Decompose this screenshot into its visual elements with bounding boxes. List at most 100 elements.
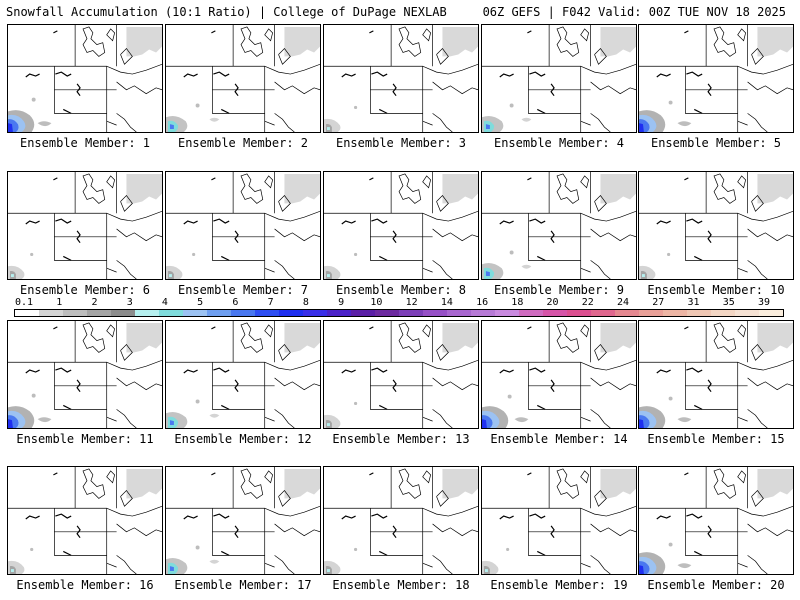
ensemble-member-map-17 — [165, 466, 321, 575]
ensemble-member-map-14 — [481, 320, 637, 429]
ensemble-member-label: Ensemble Member: 20 — [647, 578, 785, 592]
map-graphic — [324, 321, 478, 428]
ensemble-member-label: Ensemble Member: 18 — [332, 578, 470, 592]
scale-swatch — [543, 310, 567, 316]
scale-swatch — [639, 310, 663, 316]
scale-tick-label: 24 — [617, 297, 630, 308]
ensemble-member-label: Ensemble Member: 11 — [16, 432, 154, 446]
scale-swatch — [351, 310, 375, 316]
ensemble-member-label: Ensemble Member: 9 — [493, 283, 625, 297]
model-run-info: 06Z GEFS | F042 Valid: 00Z TUE NOV 18 20… — [482, 5, 786, 19]
scale-swatch — [687, 310, 711, 316]
map-graphic — [166, 25, 320, 132]
scale-swatch — [519, 310, 543, 316]
map-graphic — [639, 25, 793, 132]
scale-tick-label: 1 — [56, 297, 63, 308]
scale-swatch — [591, 310, 615, 316]
scale-tick-label: 4 — [161, 297, 168, 308]
map-graphic — [166, 467, 320, 574]
ensemble-member-label: Ensemble Member: 2 — [177, 136, 309, 150]
scale-tick-label: 27 — [652, 297, 665, 308]
map-graphic — [639, 172, 793, 279]
map-graphic — [324, 25, 478, 132]
scale-tick-label: 20 — [546, 297, 559, 308]
ensemble-member-map-13 — [323, 320, 479, 429]
map-graphic — [8, 172, 162, 279]
scale-tick-label: 10 — [370, 297, 383, 308]
ensemble-member-map-19 — [481, 466, 637, 575]
scale-tick-label: 22 — [581, 297, 594, 308]
scale-swatch — [303, 310, 327, 316]
ensemble-member-label: Ensemble Member: 17 — [174, 578, 312, 592]
scale-swatch — [207, 310, 231, 316]
scale-swatch — [447, 310, 471, 316]
ensemble-member-map-9 — [481, 171, 637, 280]
scale-swatch — [87, 310, 111, 316]
map-graphic — [482, 321, 636, 428]
ensemble-member-map-8 — [323, 171, 479, 280]
ensemble-member-map-18 — [323, 466, 479, 575]
ensemble-member-label: Ensemble Member: 3 — [335, 136, 467, 150]
scale-tick-label: 7 — [267, 297, 274, 308]
ensemble-member-map-3 — [323, 24, 479, 133]
scale-tick-label: 8 — [302, 297, 309, 308]
ensemble-member-label: Ensemble Member: 1 — [19, 136, 151, 150]
scale-swatch — [759, 310, 783, 316]
scale-swatch — [255, 310, 279, 316]
map-graphic — [8, 467, 162, 574]
map-graphic — [324, 467, 478, 574]
scale-swatch — [423, 310, 447, 316]
scale-swatch — [327, 310, 351, 316]
scale-swatch — [231, 310, 255, 316]
ensemble-member-label: Ensemble Member: 8 — [335, 283, 467, 297]
scale-swatch — [615, 310, 639, 316]
ensemble-member-map-6 — [7, 171, 163, 280]
color-scale-bar — [14, 309, 784, 317]
scale-tick-label: 9 — [338, 297, 345, 308]
map-graphic — [324, 172, 478, 279]
ensemble-member-map-12 — [165, 320, 321, 429]
scale-tick-label: 14 — [440, 297, 453, 308]
ensemble-member-label: Ensemble Member: 15 — [647, 432, 785, 446]
scale-tick-label: 6 — [232, 297, 239, 308]
map-graphic — [8, 321, 162, 428]
map-graphic — [166, 321, 320, 428]
ensemble-member-map-7 — [165, 171, 321, 280]
map-graphic — [8, 25, 162, 132]
ensemble-member-label: Ensemble Member: 5 — [650, 136, 782, 150]
ensemble-member-map-20 — [638, 466, 794, 575]
map-graphic — [482, 172, 636, 279]
ensemble-member-label: Ensemble Member: 14 — [490, 432, 628, 446]
ensemble-member-map-4 — [481, 24, 637, 133]
scale-tick-label: 18 — [511, 297, 524, 308]
scale-tick-label: 5 — [197, 297, 204, 308]
scale-tick-label: 12 — [405, 297, 418, 308]
scale-swatch — [711, 310, 735, 316]
scale-swatch — [471, 310, 495, 316]
ensemble-member-map-5 — [638, 24, 794, 133]
scale-tick-label: 0.1 — [14, 297, 34, 308]
scale-tick-label: 35 — [722, 297, 735, 308]
ensemble-member-map-16 — [7, 466, 163, 575]
map-title: Snowfall Accumulation (10:1 Ratio) | Col… — [6, 5, 447, 19]
scale-tick-label: 39 — [757, 297, 771, 308]
ensemble-member-label: Ensemble Member: 6 — [19, 283, 151, 297]
map-graphic — [166, 172, 320, 279]
scale-swatch — [159, 310, 183, 316]
scale-tick-label: 2 — [91, 297, 98, 308]
map-graphic — [639, 467, 793, 574]
scale-swatch — [375, 310, 399, 316]
map-graphic — [639, 321, 793, 428]
scale-swatch — [735, 310, 759, 316]
ensemble-member-map-15 — [638, 320, 794, 429]
scale-swatch — [63, 310, 87, 316]
ensemble-member-label: Ensemble Member: 19 — [490, 578, 628, 592]
ensemble-member-label: Ensemble Member: 10 — [647, 283, 785, 297]
scale-swatch — [39, 310, 63, 316]
scale-tick-label: 16 — [476, 297, 489, 308]
ensemble-member-map-10 — [638, 171, 794, 280]
scale-tick-label: 31 — [687, 297, 700, 308]
scale-swatch — [135, 310, 159, 316]
scale-swatch — [663, 310, 687, 316]
ensemble-member-map-2 — [165, 24, 321, 133]
